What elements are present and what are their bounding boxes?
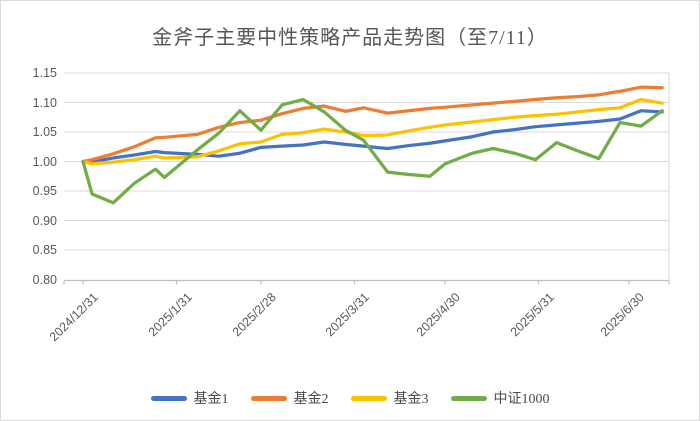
y-axis-tick-label: 0.80 [32, 272, 57, 287]
y-axis-tick-label: 1.10 [32, 95, 57, 110]
legend-label: 基金2 [293, 392, 329, 407]
legend-swatch-icon [450, 395, 487, 401]
series-line-基金1 [81, 109, 664, 164]
legend-label: 中证1000 [493, 392, 550, 407]
legend-item-基金3: 基金3 [350, 388, 429, 408]
series-line-基金3 [81, 97, 664, 166]
legend-swatch-icon [350, 395, 387, 401]
legend-label: 基金1 [193, 392, 229, 407]
series-line-中证1000 [81, 97, 664, 205]
y-axis-tick-label: 0.85 [32, 243, 57, 257]
y-axis-tick-label: 0.90 [32, 213, 57, 228]
y-axis-tick-label: 1.05 [32, 125, 57, 139]
legend-item-基金2: 基金2 [250, 388, 329, 408]
legend-swatch-icon [150, 395, 187, 401]
chart-title: 金斧子主要中性策略产品走势图（至7/11） [152, 27, 548, 49]
legend-swatch-icon [250, 395, 287, 401]
legend-item-基金1: 基金1 [150, 388, 229, 408]
y-axis-tick-label: 0.95 [32, 184, 57, 198]
legend: 基金1 基金2 基金3 中证1000 [1, 388, 699, 408]
legend-item-中证1000: 中证1000 [450, 388, 550, 408]
series-line-基金2 [81, 85, 664, 164]
legend-label: 基金3 [393, 392, 429, 407]
y-axis-tick-label: 1.00 [32, 154, 57, 169]
y-axis-tick-label: 1.15 [32, 66, 57, 80]
